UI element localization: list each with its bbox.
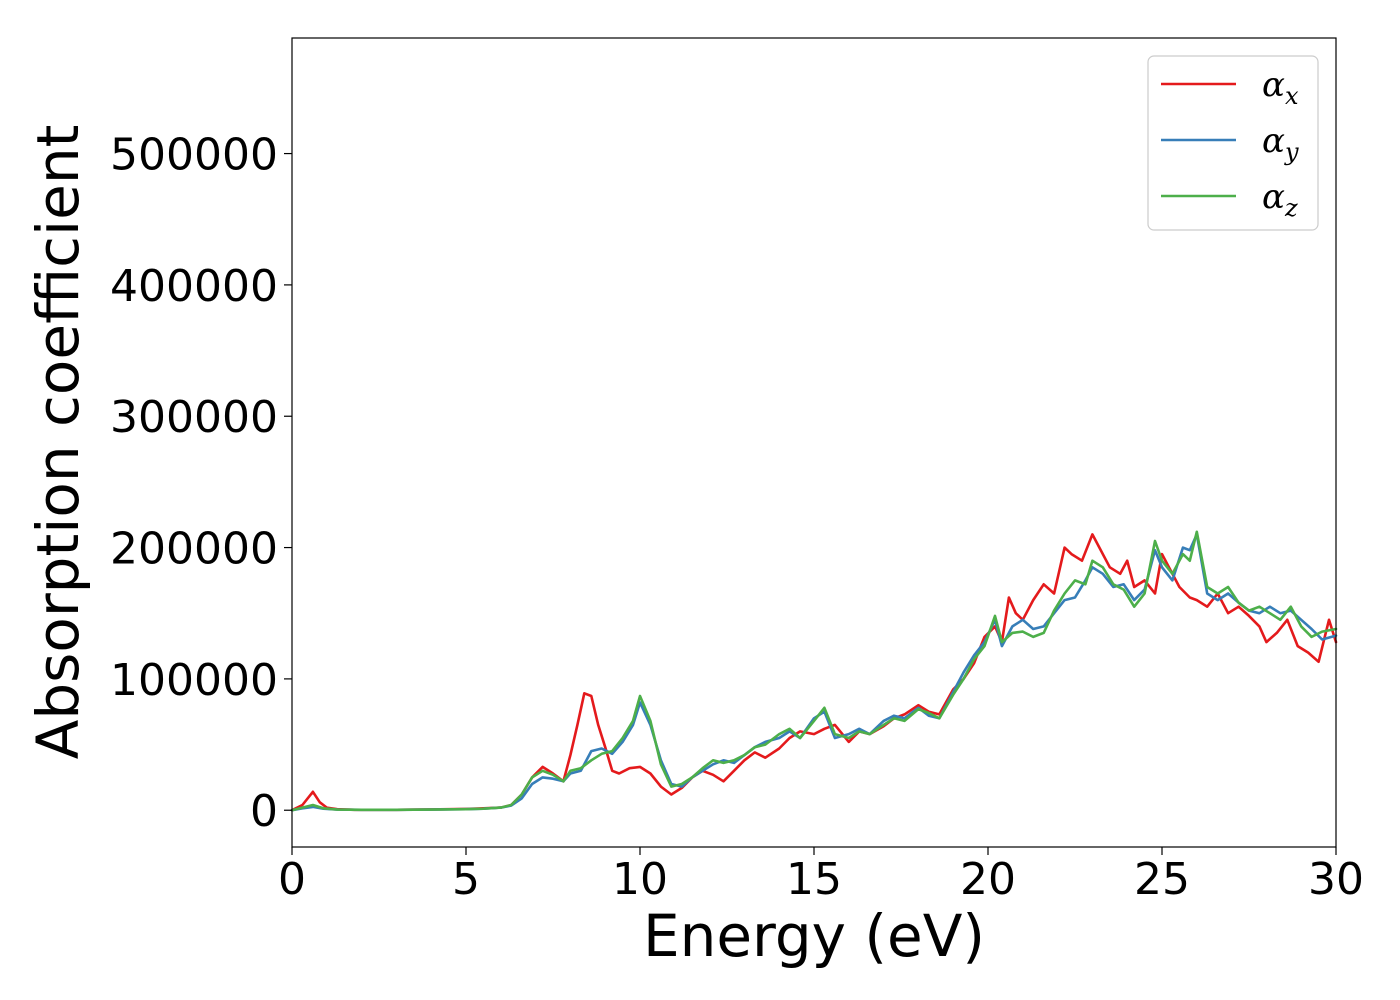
legend: αx αy αz [1147,55,1319,231]
series-layer [290,530,1338,812]
x-tick-label: 10 [612,854,668,905]
x-tick-label: 15 [786,854,842,905]
y-tick-label: 0 [250,786,278,837]
legend-items: αx αy αz [1161,65,1299,222]
y-axis-label: Absorption coefficient [24,125,92,760]
y-tick-label: 200000 [110,524,278,575]
y-tick-label: 100000 [110,655,278,706]
x-axis-label: Energy (eV) [643,902,985,970]
y-tick-label: 300000 [110,392,278,443]
legend-box [1147,55,1319,231]
x-tick-label: 30 [1308,854,1364,905]
x-tick-label: 0 [278,854,306,905]
x-tick-label: 20 [960,854,1016,905]
ticks-layer: 0 5 10 15 20 25 30 0 100000 200000 300000 400000 500… [110,130,1364,905]
x-tick-label: 25 [1134,854,1190,905]
y-tick-label: 500000 [110,130,278,181]
legend-label-x: αx [1262,65,1299,110]
legend-label-y: αy [1262,121,1299,166]
y-tick-label: 400000 [110,261,278,312]
series-line-z [290,530,1338,812]
x-tick-label: 5 [452,854,480,905]
legend-label-z: αz [1262,177,1298,222]
